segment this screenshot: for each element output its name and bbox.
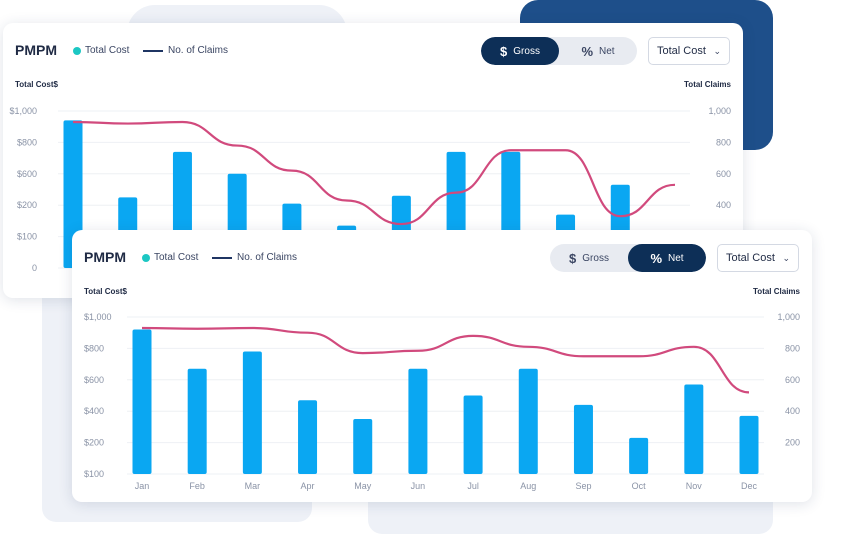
- legend-label: No. of Claims: [168, 45, 229, 56]
- metric-select[interactable]: Total Cost ⌄: [648, 37, 730, 65]
- y2-tick-label: 600: [716, 169, 731, 179]
- y2-axis-title: Total Claims: [753, 287, 800, 296]
- gross-toggle-button[interactable]: $ Gross: [481, 37, 559, 65]
- toggle-label: Gross: [582, 252, 609, 264]
- legend-label: Total Cost: [85, 45, 130, 56]
- y2-tick-label: 200: [785, 438, 800, 448]
- x-tick-label: Aug: [520, 481, 536, 491]
- net-toggle-button[interactable]: % Net: [628, 244, 706, 272]
- bar-total-cost: [463, 395, 483, 474]
- bar-total-cost: [518, 368, 538, 474]
- y-tick-label: $200: [17, 200, 37, 210]
- y2-axis-title: Total Claims: [684, 80, 731, 89]
- chart-card-net: PMPM Total Cost No. of Claims $ Gross % …: [72, 230, 812, 502]
- card-header: PMPM Total Cost No. of Claims $ Gross % …: [3, 23, 743, 79]
- toggle-label: Net: [668, 252, 684, 264]
- legend-label: No. of Claims: [237, 252, 298, 263]
- x-tick-label: Mar: [245, 481, 261, 491]
- y-tick-label: $800: [84, 343, 104, 353]
- y-tick-label: 0: [32, 263, 37, 273]
- gross-net-toggle: $ Gross % Net: [481, 37, 637, 65]
- legend-claims: No. of Claims: [212, 252, 297, 263]
- net-toggle-button[interactable]: % Net: [559, 37, 637, 65]
- x-tick-label: Nov: [686, 481, 703, 491]
- x-tick-label: Oct: [632, 481, 647, 491]
- legend-line-icon: [143, 49, 163, 52]
- y2-tick-label: 1,000: [708, 106, 731, 116]
- y-tick-label: $100: [84, 469, 104, 479]
- y-tick-label: $800: [17, 137, 37, 147]
- bar-total-cost: [353, 419, 373, 474]
- gross-toggle-button[interactable]: $ Gross: [550, 244, 628, 272]
- metric-select[interactable]: Total Cost ⌄: [717, 244, 799, 272]
- chevron-down-icon: ⌄: [713, 45, 721, 56]
- bar-total-cost: [573, 404, 593, 474]
- bar-total-cost: [684, 384, 704, 474]
- y2-tick-label: 800: [785, 343, 800, 353]
- y2-tick-label: 800: [716, 137, 731, 147]
- dollar-icon: $: [569, 250, 577, 266]
- percent-icon: %: [581, 43, 593, 59]
- x-tick-label: Dec: [741, 481, 758, 491]
- legend-dot-icon: [142, 253, 150, 262]
- y2-tick-label: 400: [716, 200, 731, 210]
- card-header: PMPM Total Cost No. of Claims $ Gross % …: [72, 230, 812, 286]
- y2-tick-label: 600: [785, 375, 800, 385]
- select-value: Total Cost: [657, 45, 706, 57]
- y-tick-label: $600: [84, 375, 104, 385]
- legend-total-cost: Total Cost: [142, 252, 198, 263]
- bar-total-cost: [739, 415, 759, 474]
- x-tick-label: May: [354, 481, 372, 491]
- legend-dot-icon: [73, 46, 81, 55]
- bar-total-cost: [298, 400, 318, 474]
- legend-total-cost: Total Cost: [73, 45, 129, 56]
- y-axis-title: Total Cost$: [15, 80, 58, 89]
- percent-icon: %: [650, 250, 662, 266]
- y2-tick-label: 400: [785, 406, 800, 416]
- bar-total-cost: [242, 351, 262, 474]
- legend-line-icon: [212, 256, 232, 259]
- y-tick-label: $400: [84, 406, 104, 416]
- card-title: PMPM: [15, 42, 57, 58]
- x-tick-label: Jun: [411, 481, 426, 491]
- y2-tick-label: 1,000: [777, 312, 800, 322]
- y-tick-label: $200: [84, 438, 104, 448]
- line-no-of-claims: [72, 120, 676, 226]
- line-no-of-claims: [141, 326, 750, 394]
- toggle-label: Net: [599, 45, 615, 57]
- y-tick-label: $100: [17, 232, 37, 242]
- select-value: Total Cost: [726, 252, 775, 264]
- bar-total-cost: [132, 329, 152, 474]
- gross-net-toggle: $ Gross % Net: [550, 244, 706, 272]
- y-tick-label: $1,000: [84, 312, 112, 322]
- bar-total-cost: [629, 437, 649, 474]
- dollar-icon: $: [500, 43, 508, 59]
- x-tick-label: Feb: [189, 481, 205, 491]
- legend-claims: No. of Claims: [143, 45, 228, 56]
- bar-total-cost: [187, 368, 207, 474]
- card-title: PMPM: [84, 249, 126, 265]
- legend-label: Total Cost: [154, 252, 199, 263]
- x-tick-label: Sep: [575, 481, 591, 491]
- toggle-label: Gross: [513, 45, 540, 57]
- bar-total-cost: [408, 368, 428, 474]
- chart-plot-area: $100 $200 $400 $600 $800 $1,000 200 400 600 800 1,…: [84, 312, 800, 491]
- y-tick-label: $600: [17, 169, 37, 179]
- y-tick-label: $1,000: [9, 106, 37, 116]
- x-tick-label: Jan: [135, 481, 150, 491]
- chevron-down-icon: ⌄: [782, 252, 790, 263]
- x-tick-label: Jul: [467, 481, 479, 491]
- x-tick-label: Apr: [301, 481, 315, 491]
- y-axis-title: Total Cost$: [84, 287, 127, 296]
